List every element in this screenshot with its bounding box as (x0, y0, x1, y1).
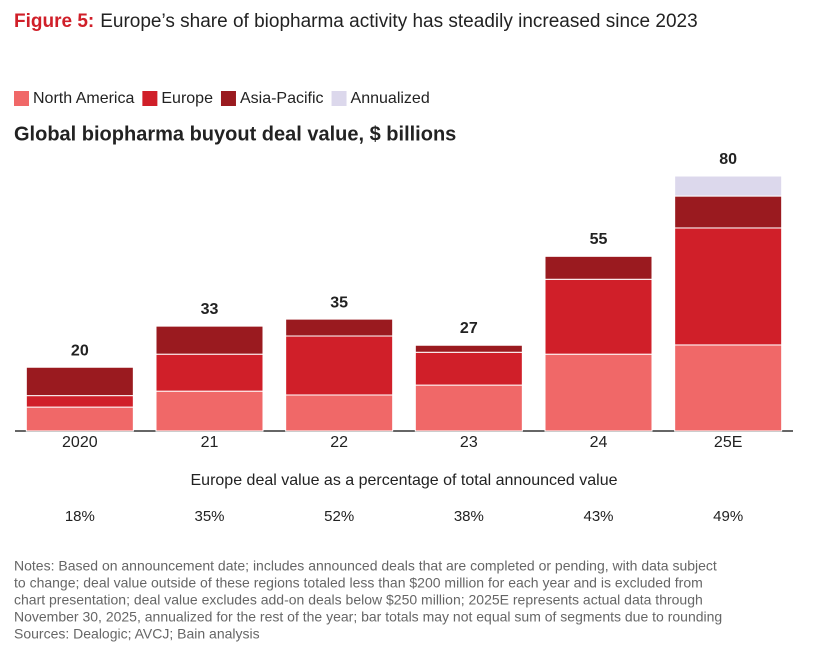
legend-swatch (220, 91, 236, 106)
x-tick-label: 2020 (62, 434, 98, 451)
total-label: 27 (460, 320, 478, 337)
bar-segment (544, 278, 653, 355)
legend-swatch (142, 91, 158, 106)
share-label: 43% (583, 508, 613, 525)
figure-title: Europe’s share of biopharma activity has… (100, 11, 697, 32)
bar-segment (414, 344, 523, 353)
share-label: 35% (194, 508, 224, 525)
x-tick-label: 21 (201, 434, 219, 451)
bar-segment (414, 384, 523, 432)
share-label: 49% (713, 508, 743, 525)
note-line: chart presentation; deal value excludes … (14, 592, 703, 608)
note-line: Sources: Dealogic; AVCJ; Bain analysis (14, 626, 260, 642)
x-tick-label: 23 (460, 434, 478, 451)
legend-swatch (331, 91, 347, 106)
chart-title: Global biopharma buyout deal value, $ bi… (14, 123, 456, 145)
bar-segment (674, 175, 783, 197)
legend-swatch (14, 91, 29, 106)
bar-segment (674, 344, 783, 432)
legend-label: Europe (161, 90, 213, 107)
note-line: November 30, 2025, annualized for the re… (14, 609, 722, 625)
legend-label: Annualized (351, 90, 430, 107)
total-label: 80 (719, 151, 737, 168)
bar-segment (155, 325, 264, 355)
bar-segment (25, 366, 134, 397)
share-label: 38% (454, 508, 484, 525)
total-label: 55 (590, 231, 608, 248)
share-title: Europe deal value as a percentage of tot… (191, 472, 618, 489)
bar-segment (414, 351, 523, 386)
bar-segment (25, 406, 134, 432)
bar-segment (544, 353, 653, 432)
total-label: 20 (71, 342, 89, 359)
bar-segment (155, 390, 264, 432)
bar-segment (674, 195, 783, 229)
figure-heading: Figure 5: Europe’s share of biopharma act… (14, 11, 698, 32)
share-label: 52% (324, 508, 354, 525)
legend-label: North America (33, 90, 134, 107)
x-tick-label: 25E (714, 434, 742, 451)
note-line: Notes: Based on announcement date; inclu… (14, 558, 717, 574)
total-label: 33 (201, 301, 219, 318)
legend-label: Asia-Pacific (240, 90, 324, 107)
bar-segment (285, 335, 394, 396)
note-line: to change; deal value outside of these r… (14, 575, 703, 591)
bar-segment (155, 353, 264, 392)
bar-segment (25, 395, 134, 408)
total-label: 35 (330, 295, 348, 312)
bar-segment (544, 255, 653, 280)
share-label: 18% (65, 508, 95, 525)
figure-label: Figure 5: (14, 11, 94, 32)
bar-segment (285, 318, 394, 337)
bar-segment (285, 394, 394, 432)
bar-segment (674, 227, 783, 346)
x-tick-label: 22 (330, 434, 348, 451)
x-tick-label: 24 (590, 434, 608, 451)
